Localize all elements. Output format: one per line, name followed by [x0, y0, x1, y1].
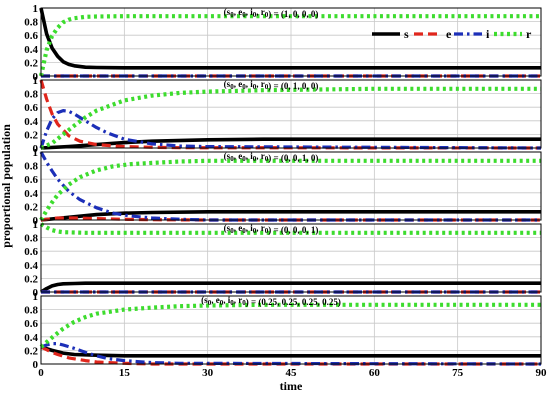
y-tick-label: 0.4 [24, 44, 38, 56]
series-line-r [39, 222, 541, 235]
y-tick-label: 0.4 [24, 188, 38, 200]
x-axis-label: time [280, 379, 303, 393]
series-line-r [38, 14, 541, 77]
series-line-i [39, 151, 541, 222]
y-tick-label: 0.8 [24, 17, 38, 29]
x-tick-label: 45 [286, 367, 298, 379]
series-line-i [40, 342, 542, 366]
y-tick-label: 0.4 [24, 116, 38, 128]
panel-title: (s0, e0, i0, r0) = (1, 0, 0, 0) [224, 7, 319, 19]
series-line-i [39, 108, 542, 150]
series-line-e [39, 79, 542, 150]
series-line-s [40, 345, 541, 358]
y-tick-label: 0.2 [24, 57, 38, 69]
series-line-r [39, 302, 541, 349]
y-tick-label: 0 [33, 215, 39, 227]
y-tick-label: 0.8 [24, 305, 38, 317]
series-line-r [39, 158, 541, 222]
y-tick-label: 0.8 [24, 161, 38, 173]
panel-title: (s0, e0, i0, r0) = (0, 1, 0, 0) [224, 79, 319, 91]
plot-frame [40, 295, 542, 365]
y-tick-label: 1 [33, 147, 39, 159]
panel-3: 0 0.20.4 0.60.8 1 (s0, e0, i0, r0) = (0, 0, … [24, 147, 542, 227]
x-tick-label: 0 [38, 367, 44, 379]
y-tick-label: 0.2 [24, 129, 38, 141]
series-line-r [40, 86, 541, 150]
y-tick-label: 0.6 [24, 102, 38, 114]
y-tick-label: 0.6 [24, 318, 38, 330]
y-tick-label: 0.8 [24, 233, 38, 245]
panel-title: (s0, e0, i0, r0) = (0, 0, 0, 1) [224, 223, 319, 235]
y-tick-label: 1 [33, 291, 39, 303]
y-tick-label: 1 [33, 3, 39, 15]
y-tick-label: 0.4 [24, 332, 38, 344]
y-tick-label: 0 [33, 143, 39, 155]
x-tick-label: 75 [452, 367, 464, 379]
y-tick-label: 0.2 [24, 345, 38, 357]
legend-label-i: i [486, 27, 490, 41]
legend-label-e: e [446, 27, 452, 41]
y-tick-label: 0.6 [24, 246, 38, 258]
y-tick-label: 0.2 [24, 273, 38, 285]
panel-title: (s0, e0, i0, r0) = (0.25, 0.25, 0.25, 0.… [201, 295, 341, 307]
x-tick-label: 30 [202, 367, 214, 379]
y-tick-label: 0.4 [24, 260, 38, 272]
legend-label-s: s [404, 27, 409, 41]
y-tick-label: 1 [33, 75, 39, 87]
y-tick-label: 1 [33, 219, 39, 231]
panel-4: 0 0.20.4 0.60.8 1 (s0, e0, i0, r0) = (0, 0, … [24, 219, 542, 299]
plot-frame [40, 151, 542, 221]
x-tick-label: 60 [369, 367, 381, 379]
y-tick-label: 0.6 [24, 30, 38, 42]
y-tick-label: 0.6 [24, 174, 38, 186]
y-tick-label: 0 [33, 359, 39, 371]
y-tick-label: 0 [33, 71, 39, 83]
plot-frame [40, 7, 542, 77]
plot-frame [40, 223, 542, 293]
panel-1: 0 0.20.4 0.60.8 1 (s0, e0, i0, r0) = (1, 0, … [24, 3, 542, 83]
panel-2: 0 0.20.4 0.60.8 1 (s0, e0, i0, r0) = (0, 1, … [24, 75, 542, 155]
x-tick-label: 90 [536, 367, 548, 379]
y-tick-label: 0 [33, 287, 39, 299]
y-axis-label: proportional population [0, 124, 13, 248]
series-line-s [40, 210, 541, 222]
y-tick-label: 0.8 [24, 89, 38, 101]
plot-frame [40, 79, 542, 149]
y-tick-label: 0.2 [24, 201, 38, 213]
panel-5: 0 0.20.4 0.60.8 1 (s0, e0, i0, r0) = (0.25, … [24, 291, 542, 371]
x-tick-label: 15 [119, 367, 131, 379]
series-line-s [40, 281, 541, 294]
panel-title: (s0, e0, i0, r0) = (0, 0, 1, 0) [224, 151, 319, 163]
series-line-s [40, 137, 541, 150]
legend-label-r: r [526, 27, 532, 41]
